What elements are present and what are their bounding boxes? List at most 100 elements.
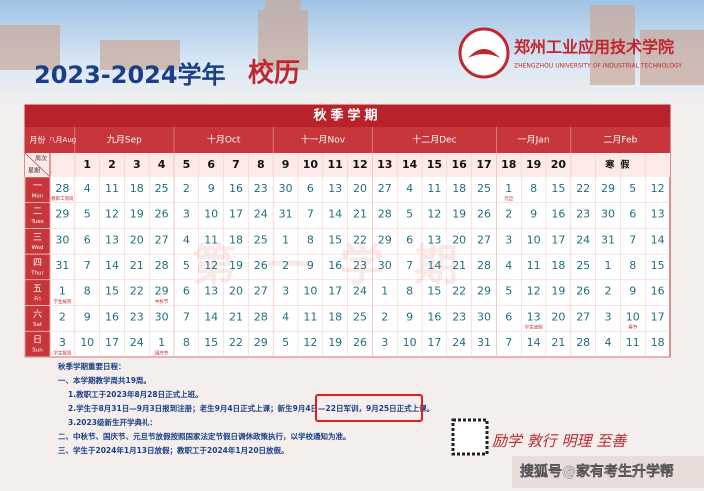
- date: 9: [406, 310, 413, 323]
- date: 19: [130, 208, 144, 221]
- date: 31: [477, 336, 491, 349]
- date: 18: [651, 336, 665, 349]
- date: 10: [403, 336, 417, 349]
- date: 1: [282, 233, 289, 246]
- date: 3: [183, 208, 190, 221]
- date: 12: [204, 259, 218, 272]
- month-label: 月份: [30, 135, 46, 145]
- footer-band: [512, 456, 704, 488]
- week-number: 19: [526, 158, 541, 171]
- date: 28: [477, 259, 491, 272]
- date: 22: [353, 233, 367, 246]
- date: 23: [353, 259, 367, 272]
- note: 3.2023级新生开学典礼：: [68, 417, 157, 427]
- week-number: 18: [501, 158, 516, 171]
- date: 9: [307, 259, 314, 272]
- note-part: 2.学生于8月31日—9月3日报到注册；老生9月4日正式上课；: [68, 403, 278, 414]
- date: 13: [328, 182, 342, 195]
- date: 30: [477, 310, 491, 323]
- date: 6: [183, 285, 190, 298]
- date: 22: [576, 182, 590, 195]
- date: 7: [629, 233, 636, 246]
- date: 3: [59, 336, 66, 349]
- date: 25: [353, 310, 367, 323]
- date: 11: [626, 336, 640, 349]
- date: 13: [527, 310, 541, 323]
- date: 9: [84, 310, 91, 323]
- date: 26: [576, 285, 590, 298]
- date: 8: [84, 285, 91, 298]
- highlight-box: [315, 394, 423, 422]
- date: 7: [505, 336, 512, 349]
- date: 29: [155, 285, 169, 298]
- date: 26: [155, 208, 169, 221]
- date: 25: [155, 182, 169, 195]
- date: 10: [204, 208, 218, 221]
- date: 23: [452, 310, 466, 323]
- date-note: 教职工到岗: [51, 195, 74, 202]
- note: 三、学生于2024年1月13日放假；教职工于2024年1月20日放假。: [58, 445, 289, 456]
- date: 3: [282, 285, 289, 298]
- month-name: 十二月Dec: [412, 134, 456, 146]
- weekday: 四: [33, 259, 42, 269]
- date: 28: [576, 336, 590, 349]
- date: 7: [406, 259, 413, 272]
- date: 24: [452, 336, 466, 349]
- month-name: 十一月Nov: [301, 134, 346, 146]
- date: 12: [427, 208, 441, 221]
- date: 29: [378, 233, 392, 246]
- date: 20: [229, 285, 243, 298]
- date: 14: [651, 233, 665, 246]
- month-name: 二月Feb: [603, 135, 637, 146]
- date: 1: [59, 285, 66, 298]
- date: 20: [130, 233, 144, 246]
- date: 15: [651, 259, 665, 272]
- date: 5: [282, 336, 289, 349]
- date: 26: [477, 208, 491, 221]
- note: 二、中秋节、国庆节、元旦节放假按照国家法定节假日调休政策执行，以学校通知为准。: [58, 431, 351, 441]
- date: 13: [651, 208, 665, 221]
- date: 30: [378, 259, 392, 272]
- date: 16: [427, 310, 441, 323]
- date: 24: [353, 285, 367, 298]
- date: 22: [130, 285, 144, 298]
- date: 8: [406, 285, 413, 298]
- date: 4: [505, 259, 512, 272]
- date: 6: [505, 310, 512, 323]
- date: 2: [59, 310, 66, 323]
- date: 6: [629, 208, 636, 221]
- date: 31: [55, 259, 69, 272]
- date: 1: [381, 285, 388, 298]
- weekday: 一: [33, 182, 42, 192]
- date: 11: [303, 310, 317, 323]
- week-number: 12: [352, 158, 367, 171]
- date: 17: [328, 285, 342, 298]
- date: 29: [477, 285, 491, 298]
- date: 15: [551, 182, 565, 195]
- date: 10: [303, 285, 317, 298]
- date: 21: [551, 336, 565, 349]
- date: 23: [130, 310, 144, 323]
- date: 15: [105, 285, 119, 298]
- date: 8: [530, 182, 537, 195]
- date: 31: [279, 208, 293, 221]
- date: 9: [629, 285, 636, 298]
- date: 25: [254, 233, 268, 246]
- weekday-en: Mon: [32, 194, 44, 200]
- date: 30: [601, 208, 615, 221]
- month-name: 八月Aug: [49, 136, 77, 144]
- date: 26: [353, 336, 367, 349]
- date: 7: [307, 208, 314, 221]
- date: 26: [254, 259, 268, 272]
- footer-watermark: 搜狐号@家有考生升学帮: [520, 463, 674, 480]
- weekday-en: Sat: [33, 322, 43, 328]
- date: 11: [527, 259, 541, 272]
- date: 4: [282, 310, 289, 323]
- date: 28: [155, 259, 169, 272]
- week-label: 周次: [35, 155, 47, 163]
- date: 7: [183, 310, 190, 323]
- week-number: 15: [427, 158, 442, 171]
- week-number: 4: [158, 158, 166, 171]
- date: 8: [629, 259, 636, 272]
- day-label-cell: [24, 176, 51, 203]
